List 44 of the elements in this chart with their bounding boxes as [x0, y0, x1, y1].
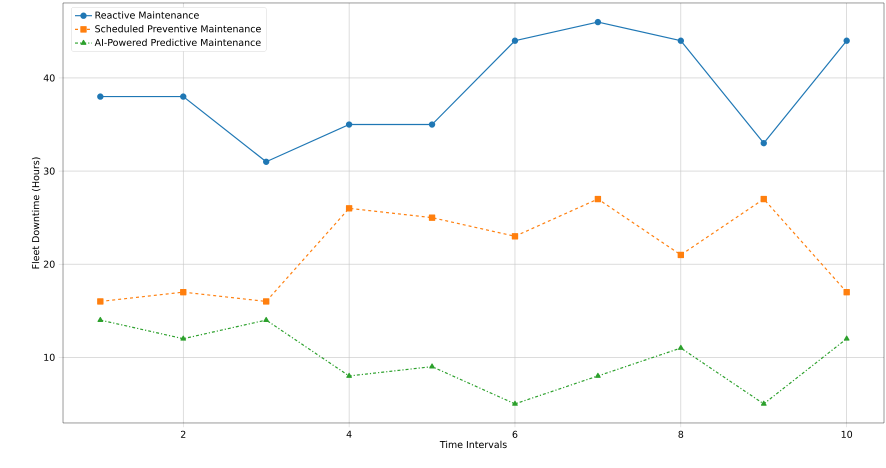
point [595, 372, 601, 378]
x-tick-label: 10 [842, 430, 852, 438]
point [428, 121, 436, 128]
y-axis-title: Fleet Downtime (Hours) [32, 157, 40, 268]
legend-label: AI-Powered Predictive Maintenance [94, 38, 261, 46]
point [429, 363, 435, 369]
point [428, 214, 436, 221]
point [346, 121, 352, 128]
point [97, 316, 104, 322]
point [760, 196, 767, 202]
x-tick-label: 6 [512, 430, 518, 438]
point [594, 18, 602, 26]
point [512, 400, 518, 406]
x-tick-label: 2 [180, 430, 186, 438]
point [678, 252, 684, 258]
point [346, 372, 352, 378]
x-tick-label: 8 [678, 430, 684, 438]
y-tick-label: 20 [44, 260, 55, 268]
x-tick-label: 4 [346, 430, 352, 438]
point [760, 140, 767, 146]
point [97, 93, 104, 100]
point [180, 336, 186, 341]
point [678, 344, 684, 350]
point [844, 38, 850, 44]
point [512, 233, 518, 240]
point [844, 288, 850, 296]
y-tick-label: 10 [44, 354, 55, 361]
point [263, 316, 270, 322]
point [844, 336, 850, 341]
legend-label: Reactive Maintenance [96, 11, 199, 19]
x-axis-title: Time Intervals [440, 440, 507, 448]
point [262, 298, 270, 305]
point [97, 298, 104, 305]
point [180, 93, 186, 100]
y-tick-label: 30 [44, 167, 55, 175]
point [346, 205, 352, 212]
legend-label: Scheduled Preventive Maintenance [95, 25, 261, 32]
point [262, 158, 270, 165]
point [760, 400, 767, 406]
point [512, 38, 518, 44]
point [594, 196, 602, 202]
point [678, 38, 684, 44]
point [180, 288, 186, 296]
y-tick-label: 40 [44, 74, 55, 82]
